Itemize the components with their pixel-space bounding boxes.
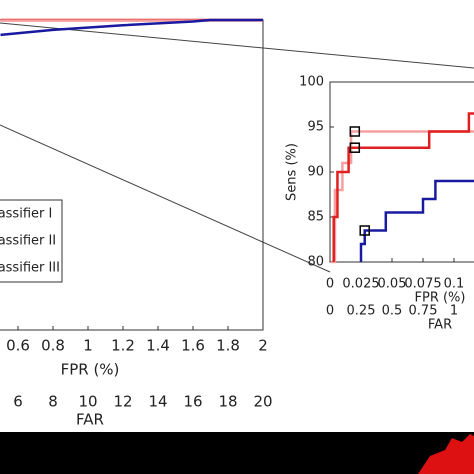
x2-tick-label: 0.25 [347, 304, 376, 319]
x-tick-label: 1.4 [146, 337, 170, 355]
x2-tick-label: 10 [78, 393, 97, 411]
x-tick-label: 0.1 [444, 277, 465, 292]
x-tick-label: 0 [326, 277, 334, 292]
x-tick-label: 0.075 [404, 277, 441, 292]
legend [0, 199, 63, 283]
x2-axis-label: FAR [428, 318, 452, 333]
y-tick-label: 95 [307, 120, 324, 135]
x2-tick-label: 18 [218, 393, 237, 411]
x2-tick-label: 8 [48, 393, 58, 411]
y-axis-label: Sens (%) [285, 143, 300, 201]
y-tick-label: 100 [299, 75, 324, 90]
x2-axis-label: FAR [76, 411, 104, 429]
legend-label: Classifier II [0, 234, 56, 249]
highlight-marker [359, 225, 370, 236]
zoom-line [0, 22, 474, 69]
x2-tick-label: 14 [148, 393, 167, 411]
x-tick-label: 1.2 [111, 337, 135, 355]
legend-label: Classifier III [0, 261, 60, 276]
x2-tick-label: 12 [113, 393, 132, 411]
y-tick-label: 85 [307, 210, 324, 225]
legend-label: Classifier I [0, 207, 52, 222]
series-line [0, 18, 263, 37]
x-tick-label: 2 [258, 337, 268, 355]
x2-tick-label: 0 [326, 304, 334, 319]
x-tick-label: 0.05 [378, 277, 407, 292]
x-tick-label: 1.8 [216, 337, 240, 355]
x2-tick-label: 6 [13, 393, 23, 411]
x-axis-label: FPR (%) [61, 361, 120, 379]
x-axis-label: FPR (%) [415, 291, 466, 306]
x2-tick-label: 1 [450, 304, 458, 319]
x2-tick-label: 20 [253, 393, 272, 411]
main-axes [0, 19, 264, 331]
x-tick-label: 0.025 [342, 277, 379, 292]
inset-axes [329, 81, 474, 263]
zoom-line [0, 124, 331, 273]
x-tick-label: 1.6 [181, 337, 205, 355]
x2-tick-label: 0.5 [382, 304, 403, 319]
x-tick-label: 1 [83, 337, 93, 355]
series-line [332, 112, 474, 262]
y-tick-label: 90 [307, 165, 324, 180]
y-tick-label: 80 [307, 255, 324, 270]
highlight-marker [349, 142, 361, 153]
decoration [418, 434, 474, 474]
x-tick-label: 0.6 [6, 337, 30, 355]
x2-tick-label: 16 [183, 393, 202, 411]
footer-bar [0, 432, 474, 474]
x-tick-label: 0.8 [41, 337, 65, 355]
highlight-marker [349, 126, 361, 137]
series-line [359, 179, 474, 262]
x2-tick-label: 0.75 [409, 304, 438, 319]
